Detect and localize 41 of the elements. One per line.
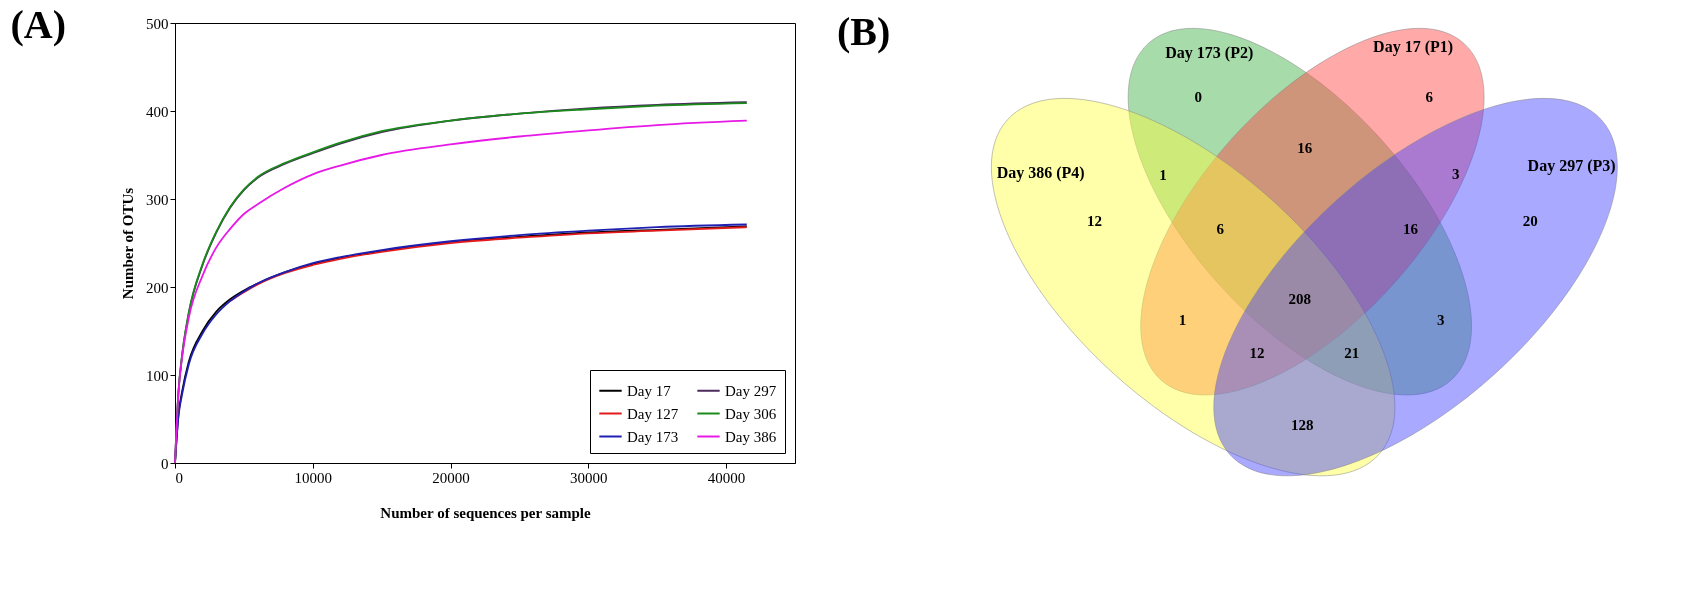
text: 16	[1297, 139, 1313, 156]
y-tick-label: 300	[146, 191, 169, 208]
legend-label: Day 127	[627, 405, 679, 422]
text: 21	[1344, 344, 1360, 361]
legend-label: Day 173	[627, 428, 679, 445]
x-tick-label: 40000	[707, 469, 746, 486]
y-tick-label: 200	[146, 279, 169, 296]
legend-label: Day 297	[725, 382, 777, 399]
category-label: Day 173 (P2)	[1165, 44, 1254, 63]
chart-title: (A)	[10, 2, 67, 47]
line-series	[229, 226, 748, 302]
y-tick-label: 0	[161, 455, 169, 472]
text: 1	[1178, 311, 1187, 328]
category-label: Day 297 (P3)	[1527, 157, 1616, 176]
text: 20	[1522, 212, 1538, 229]
y-tick-label: 100	[146, 367, 169, 384]
text: 12	[1249, 344, 1265, 361]
text: 128	[1291, 417, 1314, 434]
x-tick-label: 20000	[432, 469, 470, 486]
text: 16	[1403, 221, 1419, 238]
text: 6	[1216, 221, 1225, 238]
x-tick-label: 30000	[570, 469, 608, 486]
legend-label: Day 17	[627, 382, 672, 399]
text: 3	[1436, 311, 1445, 328]
text: 6	[1425, 89, 1434, 106]
y-axis-title: Number of OTUs	[120, 187, 136, 300]
text: 12	[1087, 212, 1103, 229]
text: 1	[1159, 167, 1167, 184]
legend-label: Day 386	[725, 428, 777, 445]
text: (B)	[837, 9, 891, 54]
text: 3	[1452, 165, 1460, 182]
category-label: Day 17 (P1)	[1373, 38, 1454, 57]
text: 208	[1288, 290, 1312, 307]
text: 0	[1194, 89, 1202, 106]
x-axis-title: Number of sequences per sample	[380, 504, 591, 521]
legend-label: Day 306	[725, 405, 777, 422]
x-tick-label: 0	[175, 469, 183, 486]
category-label: Day 386 (P4)	[996, 163, 1085, 182]
x-tick-label: 10000	[294, 469, 333, 486]
y-tick-label: 400	[146, 103, 169, 120]
y-tick-label: 500	[146, 15, 169, 32]
